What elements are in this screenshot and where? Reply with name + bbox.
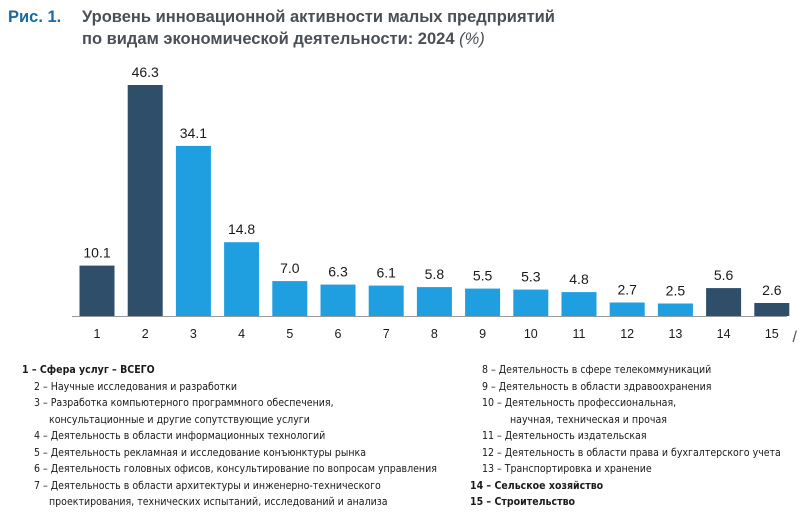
x-tick-label: 12 <box>620 327 634 341</box>
title-line-2: по видам экономической деятельности: 202… <box>8 28 788 50</box>
legend-item-right-3: 10 – Деятельность профессиональная, <box>482 397 677 409</box>
x-tick-label: 14 <box>717 327 731 341</box>
legend-left-column: 1 – Сфера услуг – ВСЕГО 2 – Научные иссле… <box>22 362 437 511</box>
bar-value-label: 2.7 <box>617 282 637 298</box>
bar-value-label: 5.5 <box>473 268 493 284</box>
figure-label: Рис. 1. <box>8 8 62 26</box>
x-tick-label: 4 <box>238 327 245 341</box>
x-tick-label: 2 <box>142 327 149 341</box>
bar-1 <box>79 265 115 316</box>
bar-value-label: 2.5 <box>666 283 686 299</box>
legend-item-left-6: 6 – Деятельность головных офисов, консул… <box>34 463 437 475</box>
bar-3 <box>175 145 211 316</box>
legend-item-right-1: 8 – Деятельность в сфере телекоммуникаци… <box>482 364 712 376</box>
bar-value-label: 2.6 <box>762 282 782 298</box>
bar-value-label: 5.8 <box>425 266 445 282</box>
legend-right-column: 8 – Деятельность в сфере телекоммуникаци… <box>470 362 781 511</box>
legend-item-continuation: консультационные и другие сопутствующие … <box>49 413 310 426</box>
title-line-1: Рис. 1. Уровень инновационной активности … <box>8 6 788 28</box>
legend-item-right-6: 13 – Транспортировка и хранение <box>482 463 652 475</box>
x-tick-label: 3 <box>190 327 197 341</box>
legend-item-left-7: 7 – Деятельность в области архитектуры и… <box>34 479 381 492</box>
bar-value-label: 7.0 <box>280 260 300 276</box>
legend-item-right-5: 12 – Деятельность в области права и бухг… <box>482 446 781 459</box>
title-units: (%) <box>459 30 485 48</box>
bar-4 <box>224 242 260 316</box>
bar-value-label: 34.1 <box>180 125 207 141</box>
bar-13 <box>657 303 693 316</box>
bar-6 <box>320 284 356 316</box>
chart-title: Рис. 1. Уровень инновационной активности … <box>8 6 788 50</box>
bar-value-label: 6.3 <box>328 264 348 280</box>
x-tick-label: 6 <box>335 327 342 341</box>
x-tick-label: 10 <box>524 327 538 341</box>
bar-8 <box>416 287 452 316</box>
bar-10 <box>513 289 549 316</box>
bar-value-label: 14.8 <box>228 221 255 237</box>
legend-item-left-3: 3 – Разработка компьютерного программног… <box>34 397 334 409</box>
bar-value-label: 10.1 <box>83 245 110 261</box>
x-tick-label: 7 <box>383 327 390 341</box>
legend-item-left-4: 4 – Деятельность в области информационны… <box>34 430 326 442</box>
legend-item-left-5: 5 – Деятельность рекламная и исследовани… <box>34 446 367 459</box>
legend-item-right-8: 15 – Строительство <box>470 496 576 508</box>
legend-item-left-2: 2 – Научные исследования и разработки <box>34 380 237 393</box>
legend-item-right-4: 11 – Деятельность издательская <box>482 430 647 442</box>
axis-end-mark: / <box>793 329 798 346</box>
legend-item-continuation: проектирования, технических испытаний, и… <box>49 496 388 508</box>
legend-item-right-2: 9 – Деятельность в области здравоохранен… <box>482 380 712 393</box>
legend-item-right-7: 14 – Сельское хозяйство <box>470 479 604 492</box>
bar-7 <box>368 285 404 316</box>
legend-item-left-1: 1 – Сфера услуг – ВСЕГО <box>22 364 155 376</box>
x-tick-label: 13 <box>668 327 682 341</box>
x-tick-label: 11 <box>573 327 586 341</box>
title-text-2: по видам экономической деятельности: 202… <box>82 30 455 48</box>
x-tick-label: 5 <box>286 327 293 341</box>
bar-15 <box>754 303 790 316</box>
title-text-1: Уровень инновационной активности малых п… <box>82 8 555 26</box>
x-tick-label: 9 <box>479 327 486 341</box>
x-tick-label: 8 <box>431 327 438 341</box>
bar-value-label: 4.8 <box>569 271 589 287</box>
bar-value-label: 5.6 <box>714 267 734 283</box>
bar-14 <box>706 288 742 316</box>
bar-chart: 10.1 1 46.3 2 34.1 3 14.8 4 7.0 5 6.3 6 6.1 7 5.8 8 5.5 9… <box>72 64 798 346</box>
bar-2 <box>127 85 163 316</box>
bar-value-label: 5.3 <box>521 269 541 285</box>
bar-9 <box>465 288 501 316</box>
bar-value-label: 6.1 <box>376 265 396 281</box>
bar-11 <box>561 292 597 316</box>
x-tick-label: 1 <box>94 327 101 341</box>
bar-5 <box>272 281 308 316</box>
x-tick-label: 15 <box>765 327 779 341</box>
legend-item-continuation: научная, техническая и прочая <box>510 413 667 426</box>
bar-12 <box>609 302 645 316</box>
bar-value-label: 46.3 <box>132 64 159 80</box>
